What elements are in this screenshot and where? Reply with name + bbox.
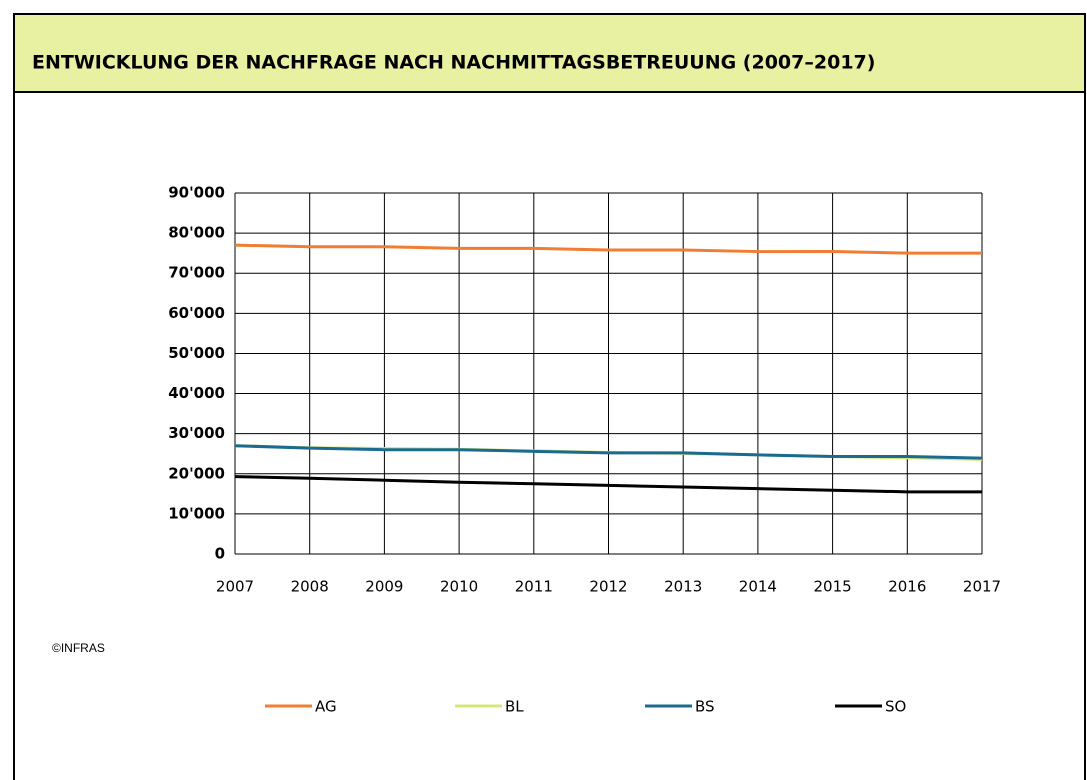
legend-label: BS [695, 698, 715, 716]
legend-label: BL [505, 698, 524, 716]
x-tick-label: 2015 [814, 578, 852, 596]
y-tick-label: 40'000 [168, 384, 225, 402]
y-tick-label: 80'000 [168, 224, 225, 242]
x-tick-label: 2017 [963, 578, 1001, 596]
series-line [234, 444, 983, 460]
series-line [234, 243, 982, 255]
y-tick-label: 0 [215, 545, 225, 563]
x-tick-label: 2008 [291, 578, 329, 596]
frame [13, 13, 1086, 780]
y-tick-label: 60'000 [168, 304, 225, 322]
series-line [234, 475, 982, 494]
legend-label: SO [885, 698, 906, 716]
y-tick-label: 30'000 [168, 424, 225, 442]
source: ©INFRAS [52, 641, 105, 655]
x-tick-label: 2007 [216, 578, 254, 596]
x-tick-label: 2010 [440, 578, 478, 596]
y-tick-label: 10'000 [168, 504, 225, 522]
y-tick-label: 90'000 [168, 184, 225, 202]
title-bar [13, 13, 1086, 93]
legend-label: AG [315, 698, 337, 716]
y-tick-label: 50'000 [168, 344, 225, 362]
chart-title: ENTWICKLUNG DER NACHFRAGE NACH NACHMITTA… [32, 52, 875, 74]
x-tick-label: 2009 [365, 578, 403, 596]
x-tick-label: 2012 [589, 578, 627, 596]
x-tick-label: 2011 [515, 578, 553, 596]
x-tick-label: 2014 [739, 578, 777, 596]
x-tick-label: 2016 [888, 578, 926, 596]
y-tick-label: 70'000 [168, 264, 225, 282]
x-tick-label: 2013 [664, 578, 702, 596]
y-tick-label: 20'000 [168, 464, 225, 482]
